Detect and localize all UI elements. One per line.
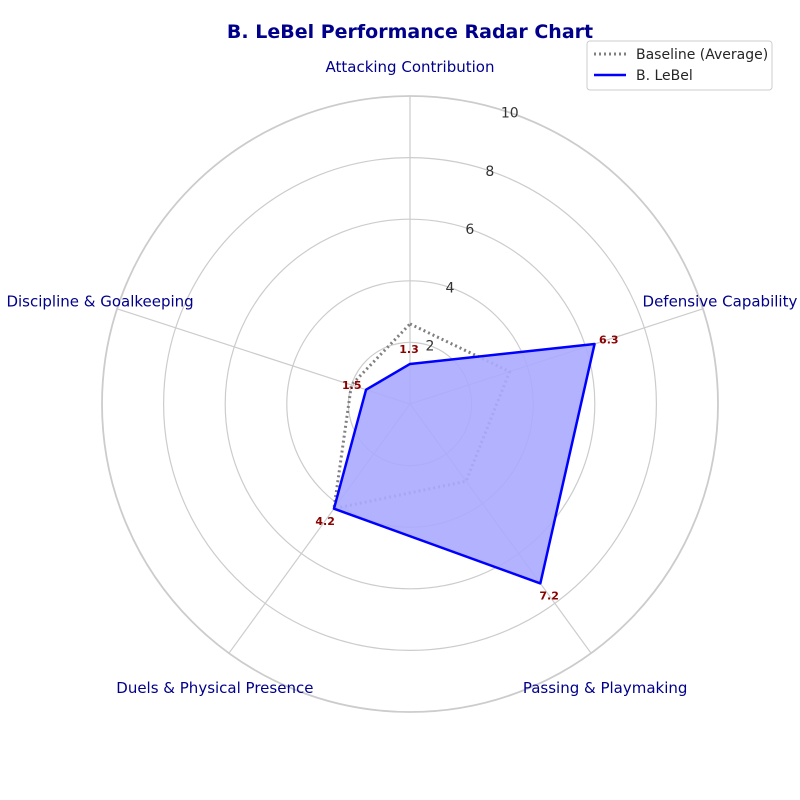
chart-title: B. LeBel Performance Radar Chart <box>227 21 593 43</box>
radial-tick-label-8: 8 <box>485 164 494 180</box>
grid-spoke-4 <box>116 308 411 405</box>
category-label-0: Attacking Contribution <box>326 58 495 76</box>
series-fill-1 <box>333 344 595 584</box>
radar-series <box>332 322 596 585</box>
legend-label-baseline: Baseline (Average) <box>636 47 768 63</box>
category-label-2: Passing & Playmaking <box>523 679 688 697</box>
radar-labels: 2 4 6 8 10 Attacking Contribution Defensive Ca… <box>6 58 797 697</box>
category-label-3: Duels & Physical Presence <box>116 679 313 697</box>
legend-box <box>586 40 773 91</box>
legend: Baseline (Average) B. LeBel <box>586 40 773 91</box>
data-label-0: 1.3 <box>399 343 419 356</box>
data-label-2: 7.2 <box>539 590 559 603</box>
series-line-1 <box>332 342 596 585</box>
data-label-3: 4.2 <box>315 515 335 528</box>
category-label-1: Defensive Capability <box>643 292 798 310</box>
data-label-4: 1.5 <box>342 379 362 392</box>
radial-tick-label-2: 2 <box>426 339 435 355</box>
legend-label-lebel: B. LeBel <box>636 68 693 84</box>
category-label-4: Discipline & Goalkeeping <box>6 292 193 310</box>
radial-tick-label-4: 4 <box>445 280 454 296</box>
radial-tick-label-6: 6 <box>465 222 474 238</box>
data-label-1: 6.3 <box>599 333 619 346</box>
radial-tick-label-10: 10 <box>501 106 519 122</box>
